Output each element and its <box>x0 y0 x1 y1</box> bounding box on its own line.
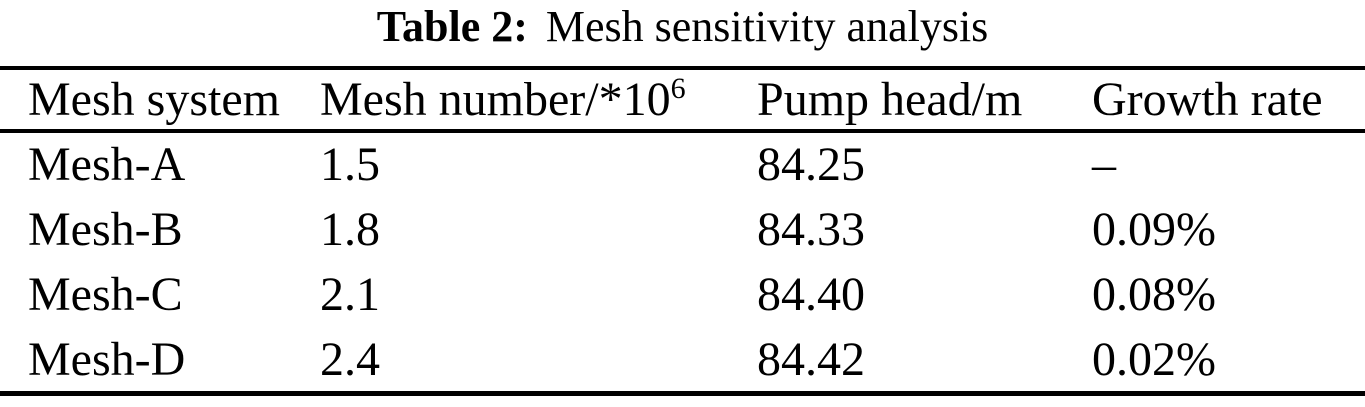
cell-mesh-number: 2.1 <box>320 268 380 322</box>
table-header-row: Mesh system Mesh number/*106 Pump head/m… <box>0 68 1365 133</box>
cell-mesh-system: Mesh-D <box>28 332 186 386</box>
column-header-growth-rate: Growth rate <box>1092 68 1365 133</box>
column-header-mesh-number-exponent: 6 <box>670 72 686 105</box>
cell-pump-head: 84.40 <box>757 268 865 322</box>
cell-growth-rate: 0.08% <box>1092 268 1216 322</box>
table-row-mesh-b: Mesh-B 1.8 84.33 0.09% <box>0 197 1365 263</box>
cell-mesh-number: 2.4 <box>320 332 380 386</box>
table-row-mesh-d: Mesh-D 2.4 84.42 0.02% <box>0 328 1365 394</box>
column-header-mesh-number: Mesh number/*106 <box>320 68 757 133</box>
cell-mesh-number: 1.5 <box>320 138 380 192</box>
cell-pump-head: 84.33 <box>757 202 865 256</box>
cell-mesh-system: Mesh-A <box>28 138 186 192</box>
table-caption-title: Mesh sensitivity analysis <box>545 2 989 51</box>
table-caption: Table 2: Mesh sensitivity analysis <box>0 0 1365 66</box>
column-header-mesh-system: Mesh system <box>0 68 320 133</box>
column-header-mesh-number-base: Mesh number/*10 <box>320 73 671 126</box>
cell-mesh-system: Mesh-B <box>28 202 183 256</box>
table-row-mesh-a: Mesh-A 1.5 84.25 – <box>0 131 1365 197</box>
cell-growth-rate: 0.02% <box>1092 332 1216 386</box>
column-header-pump-head: Pump head/m <box>757 68 1092 133</box>
table-caption-label: Table 2: <box>376 2 528 51</box>
cell-growth-rate: – <box>1092 138 1116 192</box>
cell-growth-rate: 0.09% <box>1092 202 1216 256</box>
mesh-sensitivity-table: Mesh system Mesh number/*106 Pump head/m… <box>0 66 1365 396</box>
cell-mesh-number: 1.8 <box>320 202 380 256</box>
table-row-mesh-c: Mesh-C 2.1 84.40 0.08% <box>0 262 1365 328</box>
cell-pump-head: 84.42 <box>757 332 865 386</box>
cell-mesh-system: Mesh-C <box>28 268 183 322</box>
cell-pump-head: 84.25 <box>757 138 865 192</box>
